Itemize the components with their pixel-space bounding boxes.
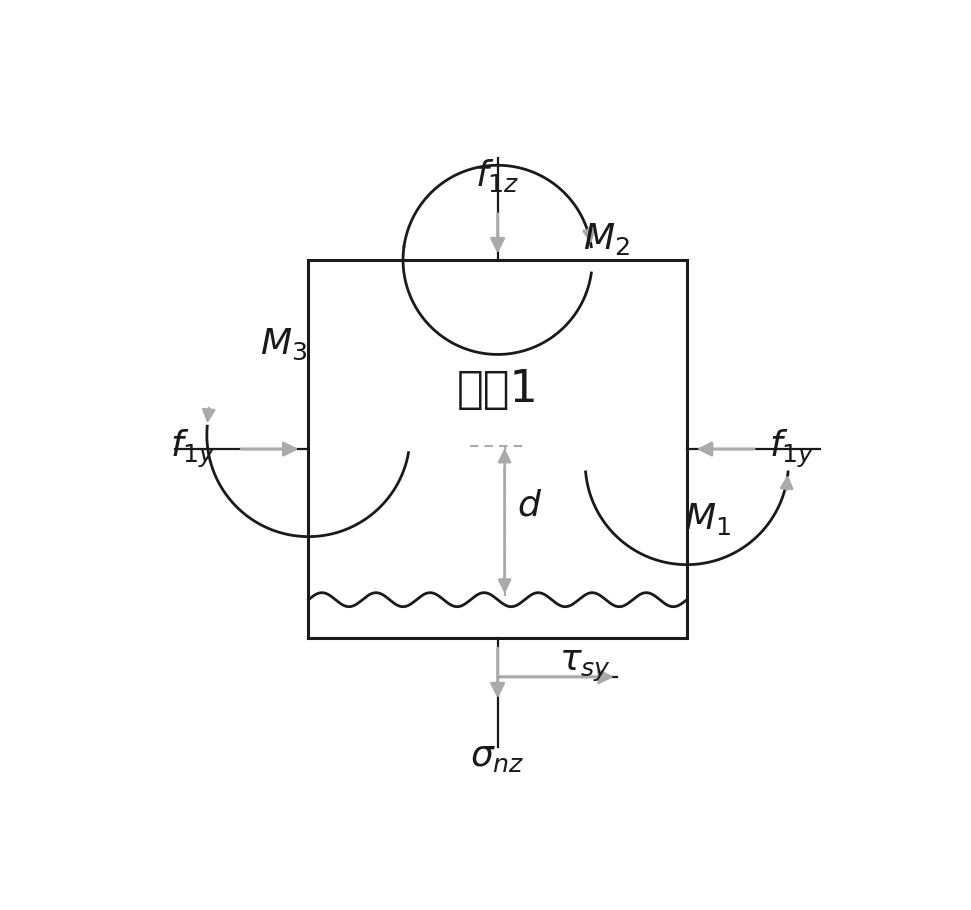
Text: $M_1$: $M_1$ [685, 501, 731, 537]
Text: $\tau_{sy}$: $\tau_{sy}$ [559, 649, 612, 683]
Text: $f_{1z}$: $f_{1z}$ [476, 157, 519, 194]
Text: 岩块1: 岩块1 [456, 368, 539, 411]
Text: $\sigma_{nz}$: $\sigma_{nz}$ [470, 741, 525, 774]
Text: $M_3$: $M_3$ [260, 327, 308, 361]
Text: $M_2$: $M_2$ [583, 221, 629, 257]
Text: $f_{1y}$: $f_{1y}$ [769, 428, 815, 470]
Bar [309, 260, 686, 638]
Text: $d$: $d$ [517, 488, 542, 522]
Text: $f_{1y}$: $f_{1y}$ [170, 428, 216, 470]
